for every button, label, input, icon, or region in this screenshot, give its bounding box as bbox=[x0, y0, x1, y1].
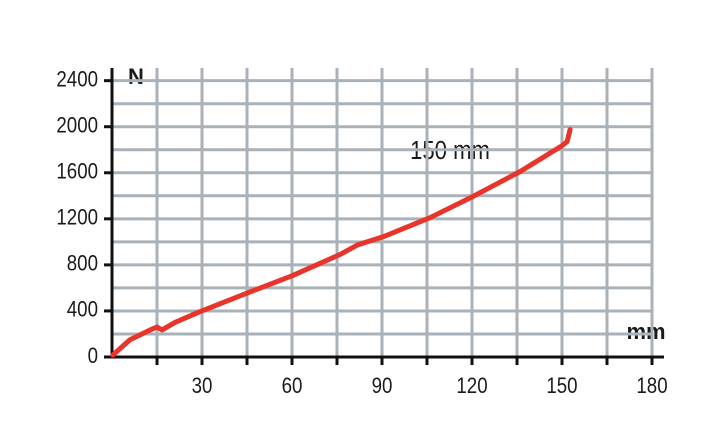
y-tick-label: 400 bbox=[67, 298, 98, 322]
y-tick-label: 2400 bbox=[56, 68, 98, 92]
x-tick-label: 180 bbox=[636, 374, 667, 398]
y-tick-label: 1200 bbox=[56, 206, 98, 230]
y-axis-label: N bbox=[128, 64, 144, 89]
x-tick-label: 60 bbox=[282, 374, 303, 398]
y-tick-label: 1600 bbox=[56, 160, 98, 184]
data-line bbox=[110, 127, 573, 358]
y-tick-label: 2000 bbox=[56, 114, 98, 138]
x-tick-label: 90 bbox=[372, 374, 393, 398]
x-tick-label: 150 bbox=[546, 374, 577, 398]
y-tick-label: 800 bbox=[67, 252, 98, 276]
x-tick-label: 120 bbox=[456, 374, 487, 398]
y-tick-label: 0 bbox=[88, 344, 98, 368]
x-axis-label: mm bbox=[626, 319, 665, 344]
x-tick-label: 30 bbox=[192, 374, 213, 398]
